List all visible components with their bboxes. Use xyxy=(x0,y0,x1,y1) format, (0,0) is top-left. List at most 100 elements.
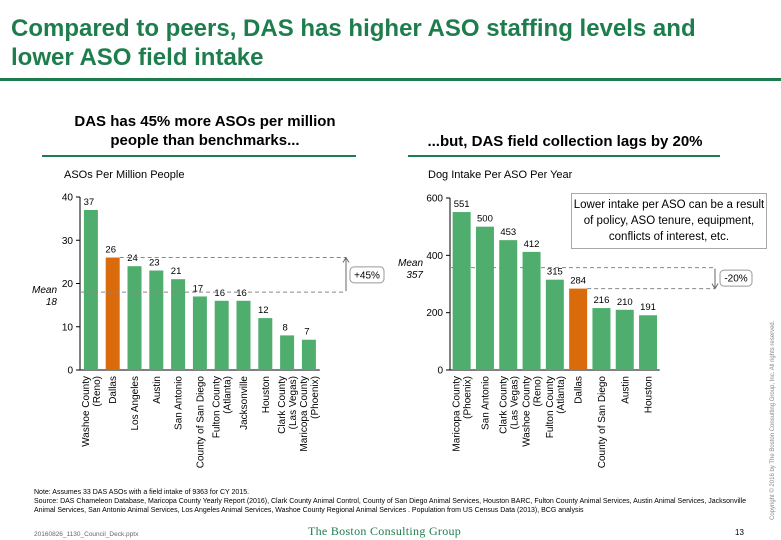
bar xyxy=(522,251,541,370)
category-label-line: Maricopa County xyxy=(452,376,463,452)
data-label: 23 xyxy=(149,258,160,269)
category-label-line: Austin xyxy=(620,376,631,404)
bar xyxy=(171,279,186,370)
data-label: 16 xyxy=(214,288,225,299)
category-label-line: (Las Vegas) xyxy=(509,376,520,429)
data-label: 16 xyxy=(236,288,247,299)
category-label-line: (Phoenix) xyxy=(463,376,474,419)
page-title: Compared to peers, DAS has higher ASO st… xyxy=(11,14,751,72)
y-tick-label: 400 xyxy=(426,251,443,262)
data-label: 315 xyxy=(547,267,563,278)
y-tick-label: 10 xyxy=(62,322,74,333)
page-title-line-2: lower ASO field intake xyxy=(11,44,264,71)
category-label-line: (Atlanta) xyxy=(223,376,234,414)
data-label: 216 xyxy=(594,295,610,306)
category-label: Austin xyxy=(620,376,631,404)
data-label: 500 xyxy=(477,214,493,225)
bar xyxy=(214,300,229,370)
category-label-line: Clark County xyxy=(498,376,509,434)
data-label: 453 xyxy=(500,227,516,238)
page-number: 13 xyxy=(735,528,744,537)
bar xyxy=(475,226,494,370)
data-label: 26 xyxy=(105,245,116,256)
data-label: 7 xyxy=(304,327,309,338)
left-subtitle-divider xyxy=(42,155,356,157)
data-label: 8 xyxy=(282,322,287,333)
category-label: Jacksonville xyxy=(239,376,250,430)
bar xyxy=(615,309,634,370)
category-label-line: Houston xyxy=(261,376,272,413)
category-label: Clark County (Las Vegas) xyxy=(277,376,299,434)
left-subtitle-line-1: DAS has 45% more ASOs per million xyxy=(74,113,336,130)
category-label: Washoe County (Reno) xyxy=(522,376,544,447)
category-label: San Antonio xyxy=(480,376,491,430)
category-label-line: Austin xyxy=(152,376,163,404)
category-label: Maricopa County (Phoenix) xyxy=(299,376,321,452)
data-label: 24 xyxy=(127,253,138,264)
category-label: County of San Diego xyxy=(195,376,206,469)
title-divider xyxy=(0,78,781,81)
category-label-line: Maricopa County xyxy=(299,376,310,452)
data-label: 551 xyxy=(454,199,470,210)
bar xyxy=(639,315,658,370)
category-label-line: (Las Vegas) xyxy=(288,376,299,429)
page-title-line-1: Compared to peers, DAS has higher ASO st… xyxy=(11,15,696,42)
difference-label: +45% xyxy=(354,270,380,281)
left-chart-title: ASOs Per Million People xyxy=(64,169,185,181)
bar xyxy=(83,209,98,370)
category-label-line: (Reno) xyxy=(533,376,544,407)
file-name: 20160826_1130_Council_Deck.pptx xyxy=(34,531,139,538)
category-label-line: (Atlanta) xyxy=(556,376,567,414)
category-label: Washoe County (Reno) xyxy=(81,376,103,447)
difference-badge xyxy=(719,269,753,287)
bar xyxy=(499,240,518,370)
category-label: Maricopa County (Phoenix) xyxy=(452,376,474,452)
bar xyxy=(280,335,295,370)
footnote-assumption: Note: Assumes 33 DAS ASOs with a field i… xyxy=(34,489,250,496)
right-bar-chart: 0 200 400 600 551 Maricopa County (Phoenix) 500… xyxy=(398,194,753,469)
category-label-line: County of San Diego xyxy=(597,376,608,469)
mean-value: 357 xyxy=(406,270,423,281)
y-tick-label: 600 xyxy=(426,194,443,205)
left-subtitle: DAS has 45% more ASOs per million people… xyxy=(40,112,370,150)
category-label: Fulton County (Atlanta) xyxy=(212,376,234,438)
bar xyxy=(592,308,611,370)
bar xyxy=(301,339,316,370)
category-label-line: Washoe County xyxy=(81,376,92,447)
copyright-notice: Copyright © 2016 by The Boston Consultin… xyxy=(770,320,776,520)
category-label: Fulton County (Atlanta) xyxy=(545,376,567,438)
company-logo-text: The Boston Consulting Group xyxy=(308,524,462,538)
difference-badge xyxy=(349,266,385,284)
category-label-line: Fulton County xyxy=(545,376,556,438)
category-label-line: Fulton County xyxy=(212,376,223,438)
data-label: 12 xyxy=(258,305,269,316)
category-label: Houston xyxy=(261,376,272,413)
category-label: County of San Diego xyxy=(597,376,608,469)
callout-box: Lower intake per ASO can be a result of … xyxy=(571,193,767,249)
category-label-line: Dallas xyxy=(108,376,119,404)
bar xyxy=(569,288,588,370)
left-bar-chart: 0 10 20 30 40 37 Washoe County (Reno) 26 Dallas 24… xyxy=(32,193,385,469)
category-label: Dallas xyxy=(108,376,119,404)
category-label: Los Angeles xyxy=(130,376,141,431)
footnote-source: Source: DAS Chameleon Database, Maricopa… xyxy=(34,498,747,514)
bar xyxy=(192,296,207,370)
bar xyxy=(127,266,142,370)
y-tick-label: 20 xyxy=(62,279,74,290)
mean-value: 18 xyxy=(46,297,58,308)
bar xyxy=(105,257,120,370)
category-label-line: Jacksonville xyxy=(239,376,250,430)
right-subtitle: ...but, DAS field collection lags by 20% xyxy=(427,133,703,150)
bar xyxy=(452,212,471,370)
data-label: 17 xyxy=(193,283,204,294)
data-label: 21 xyxy=(171,266,182,277)
bar xyxy=(258,318,273,370)
category-label: Austin xyxy=(152,376,163,404)
category-label-line: (Reno) xyxy=(92,376,103,407)
right-subtitle-divider xyxy=(408,155,720,157)
left-subtitle-line-2: people than benchmarks... xyxy=(110,132,300,149)
data-label: 284 xyxy=(570,276,586,287)
footnote: Note: Assumes 33 DAS ASOs with a field i… xyxy=(34,488,754,515)
data-label: 412 xyxy=(524,239,540,250)
category-label: San Antonio xyxy=(174,376,185,430)
